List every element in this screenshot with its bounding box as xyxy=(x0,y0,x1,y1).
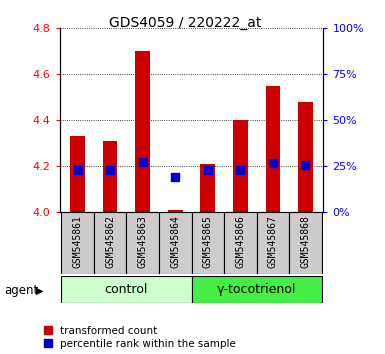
Bar xyxy=(298,102,313,212)
Point xyxy=(140,159,146,165)
Text: GSM545863: GSM545863 xyxy=(138,216,148,268)
Bar xyxy=(61,276,192,303)
Point xyxy=(302,162,308,168)
Text: γ-tocotrienol: γ-tocotrienol xyxy=(217,283,296,296)
Bar xyxy=(126,212,159,274)
Point xyxy=(237,167,243,173)
Bar xyxy=(168,210,182,212)
Bar xyxy=(192,212,224,274)
Bar xyxy=(192,276,322,303)
Bar xyxy=(61,212,94,274)
Text: ▶: ▶ xyxy=(36,286,43,296)
Bar xyxy=(201,164,215,212)
Point xyxy=(270,160,276,166)
Bar xyxy=(289,212,322,274)
Bar xyxy=(266,86,280,212)
Bar xyxy=(159,212,192,274)
Bar xyxy=(103,141,117,212)
Text: control: control xyxy=(105,283,148,296)
Bar xyxy=(224,212,257,274)
Text: GDS4059 / 220222_at: GDS4059 / 220222_at xyxy=(109,16,261,30)
Bar xyxy=(136,51,150,212)
Text: GSM545868: GSM545868 xyxy=(301,216,310,268)
Legend: transformed count, percentile rank within the sample: transformed count, percentile rank withi… xyxy=(44,326,236,349)
Point xyxy=(107,167,113,173)
Text: GSM545865: GSM545865 xyxy=(203,216,213,268)
Text: GSM545867: GSM545867 xyxy=(268,216,278,268)
Text: GSM545861: GSM545861 xyxy=(73,216,82,268)
Bar xyxy=(94,212,126,274)
Text: GSM545866: GSM545866 xyxy=(235,216,245,268)
Text: agent: agent xyxy=(4,285,38,297)
Text: GSM545862: GSM545862 xyxy=(105,216,115,268)
Text: GSM545864: GSM545864 xyxy=(170,216,180,268)
Bar xyxy=(257,212,289,274)
Bar xyxy=(70,136,85,212)
Point xyxy=(75,167,81,173)
Point xyxy=(205,167,211,173)
Point xyxy=(172,174,178,179)
Bar xyxy=(233,120,248,212)
